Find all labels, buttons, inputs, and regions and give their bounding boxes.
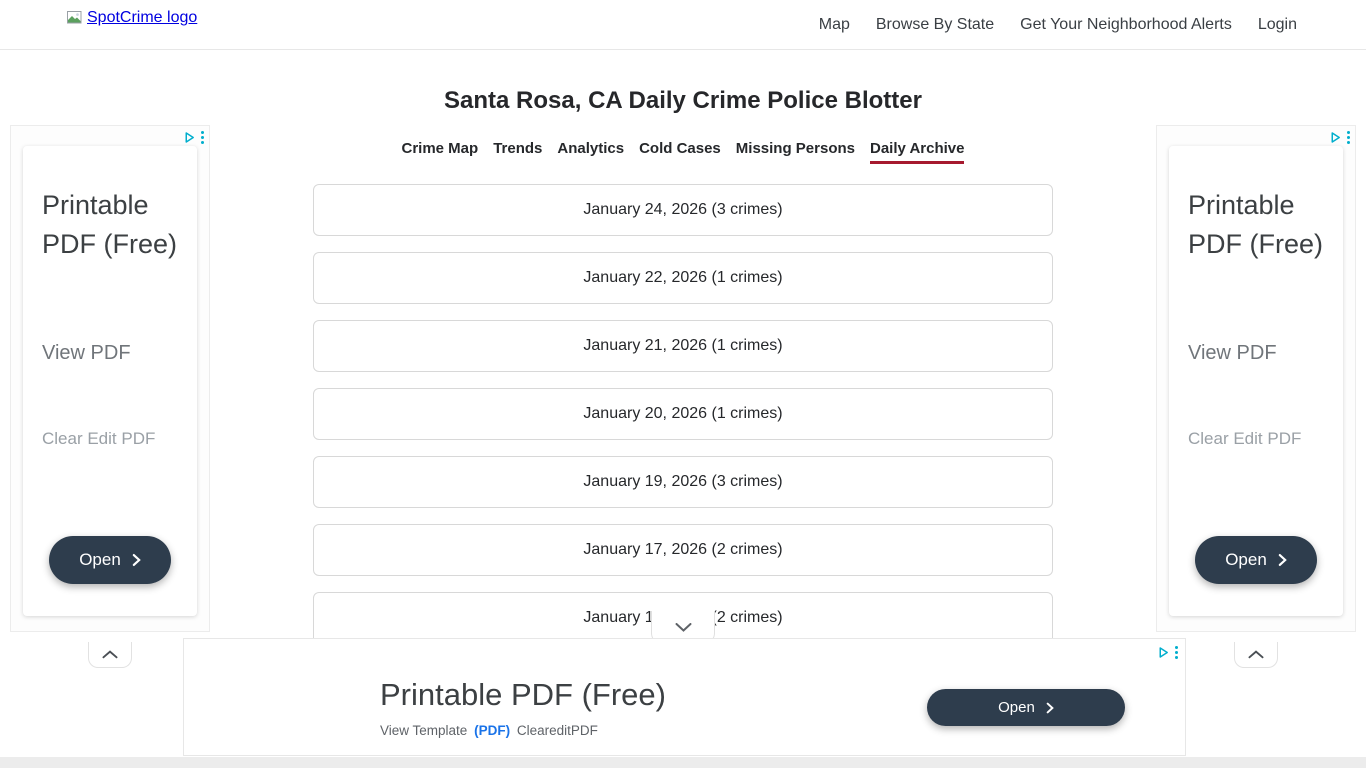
bottom-ad-sub-suffix: CleareditPDF — [516, 723, 598, 738]
bottom-ad-open-button[interactable]: Open — [927, 689, 1125, 726]
tab-daily-archive[interactable]: Daily Archive — [869, 140, 965, 164]
ad-options-icon[interactable] — [200, 130, 205, 145]
ad-options-icon[interactable] — [1346, 130, 1351, 145]
broken-image-icon — [67, 10, 84, 26]
adchoices-icon[interactable] — [183, 131, 196, 144]
left-ad-panel: Printable PDF (Free) View PDF Clear Edit… — [10, 125, 210, 632]
adchoices-icon[interactable] — [1157, 646, 1170, 659]
logo-link[interactable]: SpotCrime logo — [67, 9, 197, 27]
top-navbar: SpotCrime logo Map Browse By State Get Y… — [0, 0, 1366, 50]
chevron-up-icon — [1248, 650, 1264, 659]
archive-item[interactable]: January 24, 2026 (3 crimes) — [313, 184, 1053, 236]
ad-open-label: Open — [79, 550, 121, 569]
bottom-ad-subtext: View Template (PDF) CleareditPDF — [380, 723, 598, 738]
adchoices-controls — [1329, 130, 1351, 145]
page-footer-strip — [0, 757, 1366, 768]
nav-browse-by-state[interactable]: Browse By State — [875, 16, 995, 33]
ad-view-pdf-link[interactable]: View PDF — [42, 342, 131, 364]
archive-item[interactable]: January 19, 2026 (3 crimes) — [313, 456, 1053, 508]
ad-open-button[interactable]: Open — [1195, 536, 1317, 584]
ad-options-icon[interactable] — [1174, 645, 1179, 660]
ad-secondary-text: Clear Edit PDF — [42, 429, 156, 448]
adchoices-controls — [183, 130, 205, 145]
tab-cold-cases[interactable]: Cold Cases — [639, 140, 721, 157]
nav-map[interactable]: Map — [818, 16, 850, 33]
daily-archive-list: January 24, 2026 (3 crimes) January 22, … — [313, 184, 1053, 644]
chevron-up-icon — [102, 650, 118, 659]
tab-crime-map[interactable]: Crime Map — [401, 140, 479, 157]
chevron-down-icon — [675, 623, 692, 632]
bottom-ad-headline: Printable PDF (Free) — [380, 677, 666, 712]
logo-alt-text: SpotCrime logo — [87, 9, 198, 26]
ad-view-pdf-link[interactable]: View PDF — [1188, 342, 1277, 364]
tab-trends[interactable]: Trends — [493, 140, 543, 157]
ad-headline: Printable PDF (Free) — [1188, 190, 1323, 259]
archive-item[interactable]: January 22, 2026 (1 crimes) — [313, 252, 1053, 304]
chevron-right-icon — [132, 553, 141, 567]
header-nav: Map Browse By State Get Your Neighborhoo… — [819, 0, 1297, 50]
bottom-ad-banner: Printable PDF (Free) View Template (PDF)… — [183, 638, 1186, 756]
scroll-top-tab-right[interactable] — [1234, 642, 1278, 668]
right-ad-panel: Printable PDF (Free) View PDF Clear Edit… — [1156, 125, 1356, 632]
ad-open-button[interactable]: Open — [49, 536, 171, 584]
archive-item[interactable]: January 21, 2026 (1 crimes) — [313, 320, 1053, 372]
adchoices-icon[interactable] — [1329, 131, 1342, 144]
ad-headline: Printable PDF (Free) — [42, 190, 177, 259]
chevron-right-icon — [1278, 553, 1287, 567]
nav-neighborhood-alerts[interactable]: Get Your Neighborhood Alerts — [1020, 16, 1232, 33]
chevron-right-icon — [1046, 702, 1054, 714]
tab-analytics[interactable]: Analytics — [557, 140, 625, 157]
scroll-top-tab-left[interactable] — [88, 642, 132, 668]
ad-card: Printable PDF (Free) View PDF Clear Edit… — [1169, 146, 1343, 616]
page-title: Santa Rosa, CA Daily Crime Police Blotte… — [444, 87, 922, 114]
section-tabs: Crime Map Trends Analytics Cold Cases Mi… — [0, 140, 1366, 164]
adchoices-controls — [1157, 645, 1179, 660]
pdf-link[interactable]: (PDF) — [474, 723, 511, 738]
archive-item[interactable]: January 20, 2026 (1 crimes) — [313, 388, 1053, 440]
ad-open-label: Open — [1225, 550, 1267, 569]
bottom-ad-sub-prefix: View Template — [380, 723, 468, 738]
tab-missing-persons[interactable]: Missing Persons — [735, 140, 855, 157]
ad-card: Printable PDF (Free) View PDF Clear Edit… — [23, 146, 197, 616]
ad-secondary-text: Clear Edit PDF — [1188, 429, 1302, 448]
nav-login[interactable]: Login — [1257, 16, 1297, 33]
archive-item[interactable]: January 17, 2026 (2 crimes) — [313, 524, 1053, 576]
ad-open-label: Open — [998, 699, 1035, 716]
